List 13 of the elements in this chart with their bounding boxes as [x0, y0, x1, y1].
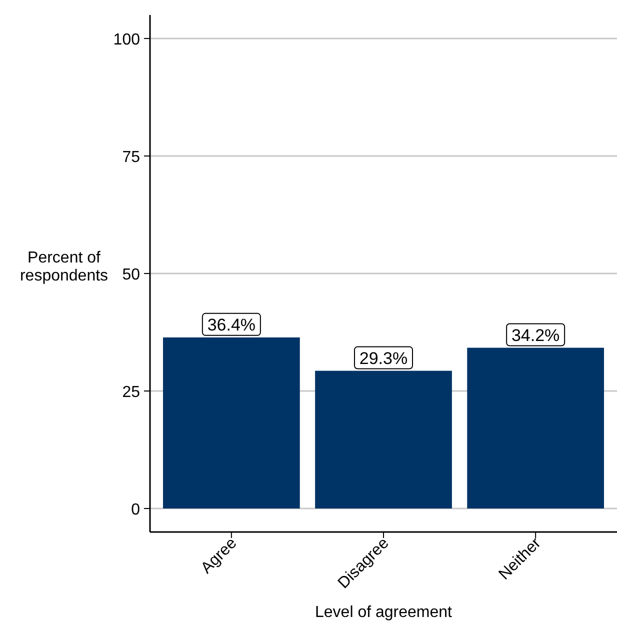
- y-tick-label: 75: [122, 149, 140, 166]
- bar: [163, 337, 300, 508]
- data-label: 34.2%: [511, 326, 560, 345]
- bar: [467, 348, 604, 508]
- data-label: 36.4%: [207, 315, 256, 334]
- x-axis-title: Level of agreement: [315, 604, 453, 621]
- data-label: 29.3%: [359, 348, 408, 368]
- y-tick-label: 25: [122, 384, 140, 401]
- y-tick-label: 100: [113, 32, 140, 48]
- y-tick-label: 50: [122, 266, 140, 284]
- bar: [315, 370, 452, 508]
- y-axis-title: Percent of respondents: [20, 250, 108, 284]
- y-tick-label: 0: [131, 502, 140, 518]
